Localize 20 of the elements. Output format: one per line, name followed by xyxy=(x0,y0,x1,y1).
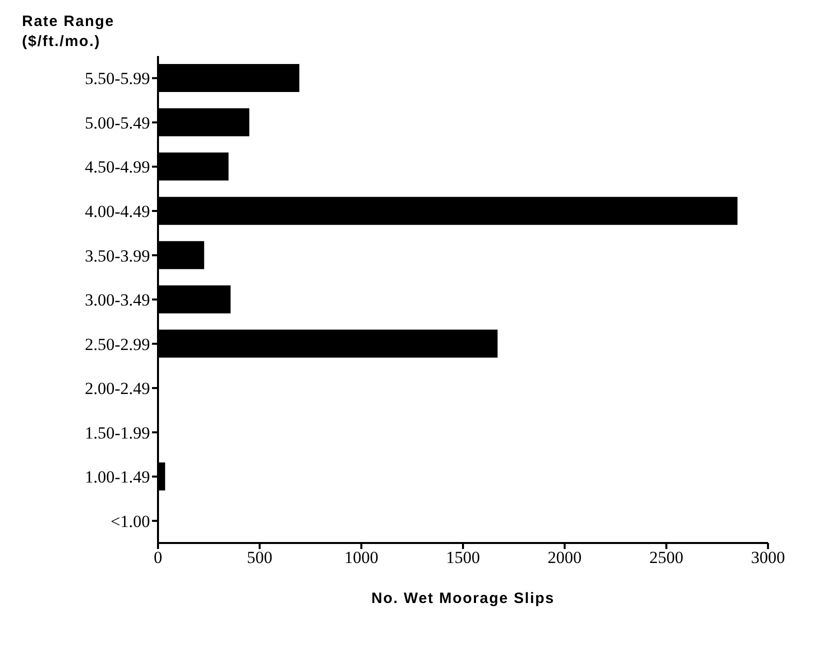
x-tick-label: 1500 xyxy=(446,548,480,568)
y-tick-label: 3.00-3.49 xyxy=(84,290,150,310)
y-tick-label: 4.00-4.49 xyxy=(84,202,150,221)
y-tick-label: 3.50-3.99 xyxy=(84,246,150,266)
y-axis-title: Rate Range ($/ft./mo.) xyxy=(22,12,116,52)
x-tick-label: 1000 xyxy=(344,548,378,568)
x-tick-label: 3000 xyxy=(751,548,785,568)
x-tick-label: 0 xyxy=(154,548,162,568)
y-tick-label: 5.00-5.49 xyxy=(84,113,150,132)
y-tick-label: 2.00-2.49 xyxy=(84,379,150,398)
y-tick-label: 4.50-4.99 xyxy=(84,158,150,177)
x-tick-label: 500 xyxy=(246,548,272,568)
x-tick-label: 2500 xyxy=(649,548,684,568)
y-tick-label: <1.00 xyxy=(110,512,150,531)
x-tick-label: 2000 xyxy=(548,548,582,568)
y-tick-label: 2.50-2.99 xyxy=(84,334,150,354)
x-axis-title: No. Wet Moorage Slips xyxy=(371,590,555,607)
y-tick-label: 1.00-1.49 xyxy=(84,468,150,487)
y-tick-label: 1.50-1.99 xyxy=(84,423,150,442)
y-tick-label: 5.50-5.99 xyxy=(84,69,150,88)
